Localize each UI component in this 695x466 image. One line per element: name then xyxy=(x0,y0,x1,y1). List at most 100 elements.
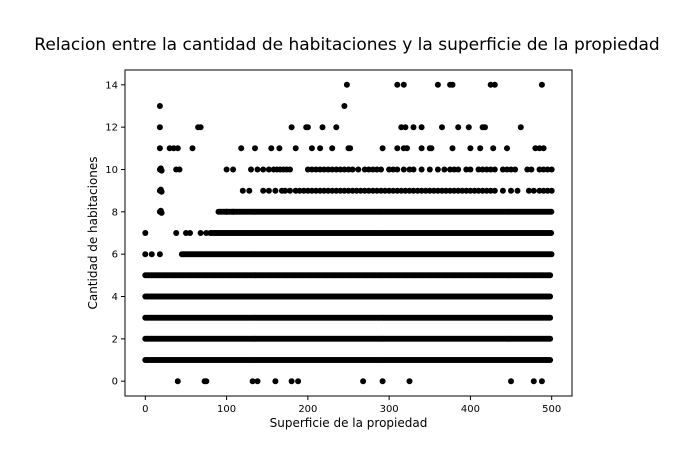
data-point xyxy=(548,208,555,215)
data-point xyxy=(434,187,441,194)
data-point xyxy=(410,124,417,131)
data-point xyxy=(479,166,486,173)
point-band xyxy=(207,230,555,236)
data-point xyxy=(158,209,165,216)
data-point xyxy=(373,187,380,194)
data-point xyxy=(365,187,372,194)
data-point xyxy=(296,187,303,194)
y-axis-label: Cantidad de habitaciones xyxy=(86,156,100,309)
data-point xyxy=(410,187,417,194)
data-point xyxy=(353,187,360,194)
data-point xyxy=(313,166,319,173)
data-point xyxy=(313,187,319,194)
data-point xyxy=(426,166,433,173)
data-point xyxy=(300,187,307,194)
data-point xyxy=(394,145,401,152)
data-point xyxy=(487,81,494,88)
data-point xyxy=(455,124,462,131)
x-tick-label: 200 xyxy=(298,404,317,415)
data-point xyxy=(189,145,196,152)
data-point xyxy=(308,187,315,194)
data-point xyxy=(252,145,258,152)
data-point xyxy=(341,166,348,173)
data-point xyxy=(265,187,272,194)
data-point xyxy=(223,208,230,215)
data-point xyxy=(400,166,407,173)
data-point xyxy=(142,230,149,236)
data-point xyxy=(547,272,554,279)
data-point xyxy=(512,166,519,173)
data-point xyxy=(449,145,456,152)
data-point xyxy=(479,187,486,194)
data-point xyxy=(319,124,326,131)
data-point xyxy=(197,124,204,131)
data-point xyxy=(465,124,472,131)
point-band xyxy=(142,272,554,279)
data-point xyxy=(276,145,283,152)
data-point xyxy=(197,230,204,236)
data-point xyxy=(329,187,336,194)
data-point xyxy=(308,145,315,152)
data-point xyxy=(544,166,551,173)
data-point xyxy=(365,166,372,173)
x-tick-label: 300 xyxy=(380,404,399,415)
data-point xyxy=(524,166,531,173)
data-point xyxy=(402,187,409,194)
data-point xyxy=(504,145,510,152)
data-point xyxy=(430,187,437,194)
data-point xyxy=(357,187,364,194)
data-point xyxy=(525,187,532,194)
data-point xyxy=(398,187,405,194)
x-tick-label: 0 xyxy=(142,404,148,415)
data-point xyxy=(499,187,506,194)
point-band xyxy=(142,314,554,321)
data-point xyxy=(173,230,180,236)
data-point xyxy=(343,81,350,88)
point-band xyxy=(215,208,555,215)
data-point xyxy=(477,145,484,152)
data-point xyxy=(434,166,441,173)
data-point xyxy=(394,81,401,88)
data-point xyxy=(265,166,272,173)
data-point xyxy=(547,335,554,342)
data-point xyxy=(174,378,181,385)
data-point xyxy=(386,187,393,194)
data-point xyxy=(329,166,336,173)
data-point xyxy=(548,187,555,194)
data-point xyxy=(544,187,551,194)
x-tick-label: 500 xyxy=(542,404,561,415)
data-point xyxy=(254,166,261,173)
data-point xyxy=(530,187,537,194)
data-point xyxy=(329,145,336,152)
data-point xyxy=(536,187,543,194)
data-point xyxy=(536,166,543,173)
data-point xyxy=(447,187,454,194)
data-point xyxy=(508,166,514,173)
data-point xyxy=(230,208,237,215)
data-point xyxy=(341,187,348,194)
data-point xyxy=(406,378,413,385)
data-point xyxy=(287,187,293,194)
data-point xyxy=(487,187,494,194)
data-point xyxy=(491,187,498,194)
data-point xyxy=(317,145,324,152)
data-point xyxy=(349,166,356,173)
data-point xyxy=(467,145,474,152)
data-point xyxy=(434,81,441,88)
data-point xyxy=(355,166,362,173)
data-point xyxy=(390,187,397,194)
data-point xyxy=(530,378,537,385)
data-point xyxy=(238,145,245,152)
data-point xyxy=(156,124,163,131)
points-layer xyxy=(142,81,555,385)
data-point xyxy=(540,145,547,152)
data-point xyxy=(378,187,384,194)
data-point xyxy=(447,166,454,173)
data-point xyxy=(467,187,474,194)
data-point xyxy=(156,251,163,258)
data-point xyxy=(441,166,448,173)
point-band xyxy=(142,293,554,300)
data-point xyxy=(333,187,340,194)
data-point xyxy=(347,145,354,152)
